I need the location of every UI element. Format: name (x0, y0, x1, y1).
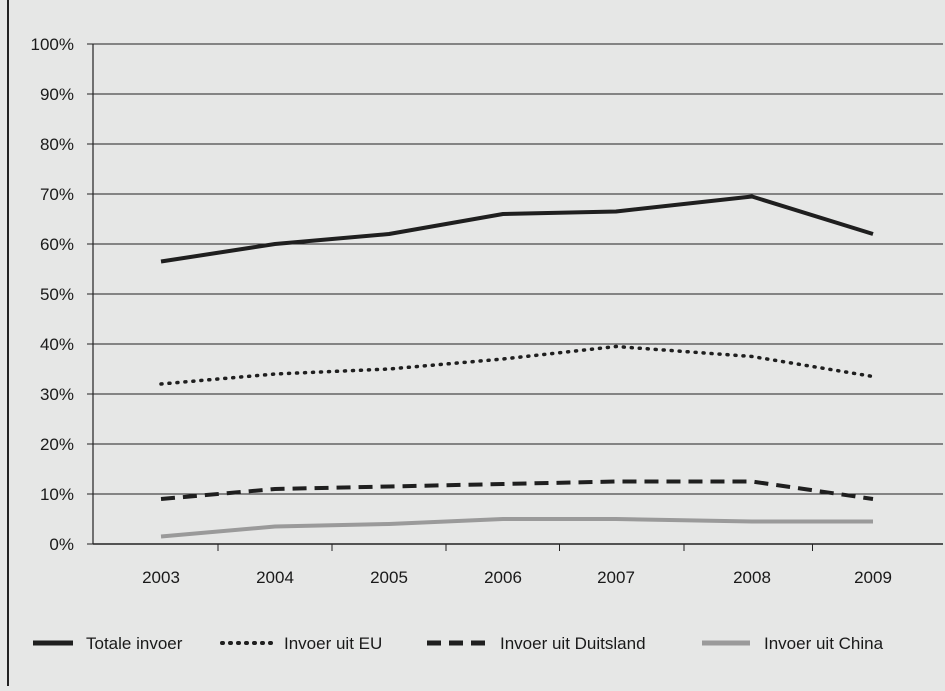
legend-label-2: Invoer uit Duitsland (500, 634, 646, 653)
legend-label-1: Invoer uit EU (284, 634, 382, 653)
legend: Totale invoer Invoer uit EU Invoer uit Dui… (33, 634, 884, 653)
x-tick-label: 2005 (370, 568, 408, 587)
series-line-3 (160, 517, 873, 539)
series-line-2 (160, 479, 874, 501)
y-tick-label: 80% (40, 135, 74, 154)
x-tick-label: 2006 (484, 568, 522, 587)
y-axis-tick-labels: 0% 10% 20% 30% 40% 50% 60% 70% 80% 90% 100% (31, 35, 74, 554)
x-tick-label: 2003 (142, 568, 180, 587)
x-tick-label: 2004 (256, 568, 294, 587)
x-axis-tick-labels: 2003 2004 2005 2006 2007 2008 2009 (142, 568, 892, 587)
y-tick-label: 20% (40, 435, 74, 454)
x-tick-label: 2007 (597, 568, 635, 587)
y-tick-label: 70% (40, 185, 74, 204)
series-lines (159, 194, 875, 539)
series-line-1 (159, 344, 875, 386)
legend-label-0: Totale invoer (86, 634, 183, 653)
y-tick-label: 60% (40, 235, 74, 254)
left-border-rule (7, 0, 9, 686)
y-tick-label: 30% (40, 385, 74, 404)
x-tick-label: 2008 (733, 568, 771, 587)
axes (92, 44, 943, 551)
legend-label-3: Invoer uit China (764, 634, 884, 653)
y-tick-label: 50% (40, 285, 74, 304)
y-tick-label: 40% (40, 335, 74, 354)
series-line-0 (160, 194, 874, 264)
gridlines (87, 43, 943, 545)
x-tick-label: 2009 (854, 568, 892, 587)
y-tick-label: 0% (49, 535, 74, 554)
y-tick-label: 90% (40, 85, 74, 104)
y-tick-label: 10% (40, 485, 74, 504)
y-tick-label: 100% (31, 35, 74, 54)
